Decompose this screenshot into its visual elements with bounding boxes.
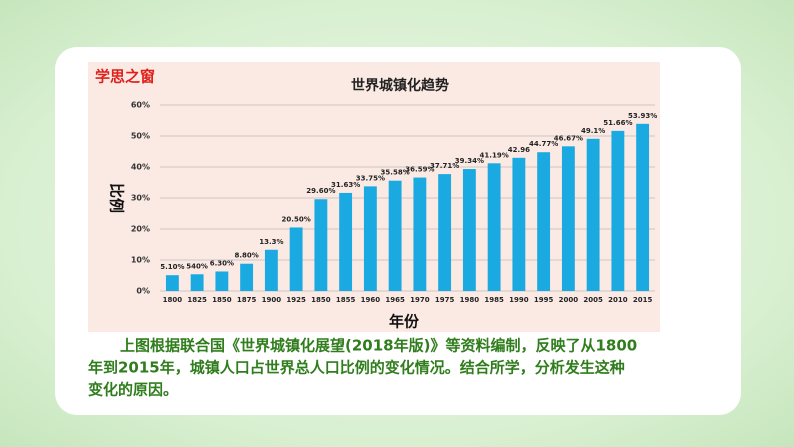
x-tick-label: 2015 [633,296,653,304]
x-tick-label: 1855 [336,296,356,304]
passage-line: 上图根据联合国《世界城镇化展望(2018年版)》等资料编制，反映了从1800 [120,337,637,355]
bar [537,152,551,291]
bar [388,180,402,291]
bar [314,199,328,291]
bar [586,138,600,291]
x-tick-label: 1975 [435,296,455,304]
x-tick-label: 1925 [286,296,306,304]
bar [438,174,452,291]
bar [240,263,254,291]
value-label: 8.80% [234,252,258,260]
bar [487,163,501,291]
y-tick-label: 10% [131,256,150,265]
x-tick-label: 2005 [583,296,603,304]
value-label: 44.77% [529,140,558,148]
y-tick-label: 60% [131,101,150,110]
x-tick-label: 1980 [460,296,480,304]
value-label: 33.75% [356,174,385,182]
bar [462,169,476,291]
value-label: 35.58% [381,169,410,177]
x-tick-label: 1875 [237,296,257,304]
y-tick-label: 20% [131,225,150,234]
y-tick-label: 0% [136,287,150,296]
bar [636,123,650,291]
x-tick-label: 1985 [484,296,504,304]
value-label: 46.67% [554,134,583,142]
x-tick-label: 1850 [212,296,232,304]
y-tick-label: 40% [131,163,150,172]
x-axis-label: 年份 [389,313,420,331]
value-label: 20.50% [282,215,311,223]
bar [264,249,278,291]
bar [363,186,377,291]
value-label: 42.96 [508,146,530,154]
value-label: 51.66% [603,119,632,127]
bar [289,227,303,291]
value-label: 39.34% [455,157,484,165]
bar [561,146,575,291]
x-tick-label: 1825 [187,296,207,304]
value-label: 540% [186,262,208,270]
value-label: 53.93% [628,112,657,120]
value-label: 49.1% [581,127,605,135]
value-label: 13.3% [259,238,283,246]
bar [215,271,229,291]
value-label: 29.60% [306,187,335,195]
y-tick-label: 30% [131,194,150,203]
bar [165,275,179,291]
value-label: 36.59% [405,166,434,174]
bar [611,130,625,291]
x-tick-label: 1970 [410,296,430,304]
value-label: 41.19% [480,151,509,159]
chart-title: 世界城镇化趋势 [351,77,449,94]
value-label: 31.63% [331,181,360,189]
y-axis-label: 比例 [108,183,126,213]
bar [339,192,353,291]
x-tick-label: 1995 [534,296,554,304]
x-tick-label: 1900 [262,296,282,304]
value-label: 5.10% [160,263,184,271]
x-tick-label: 1850 [311,296,331,304]
bar [512,157,526,291]
y-tick-label: 50% [131,132,150,141]
passage-line: 年到2015年，城镇人口占世界总人口比例的变化情况。结合所学，分析发生这种 [88,359,625,377]
x-tick-label: 2010 [608,296,628,304]
value-label: 37.71% [430,162,459,170]
x-tick-label: 1800 [163,296,183,304]
passage-line: 变化的原因。 [88,381,178,399]
section-label: 学思之窗 [95,68,155,86]
x-tick-label: 1960 [361,296,381,304]
x-tick-label: 2000 [559,296,579,304]
x-tick-label: 1965 [385,296,405,304]
value-label: 6.30% [210,259,234,267]
x-tick-label: 1990 [509,296,529,304]
bar [413,177,427,291]
bar [190,274,204,291]
